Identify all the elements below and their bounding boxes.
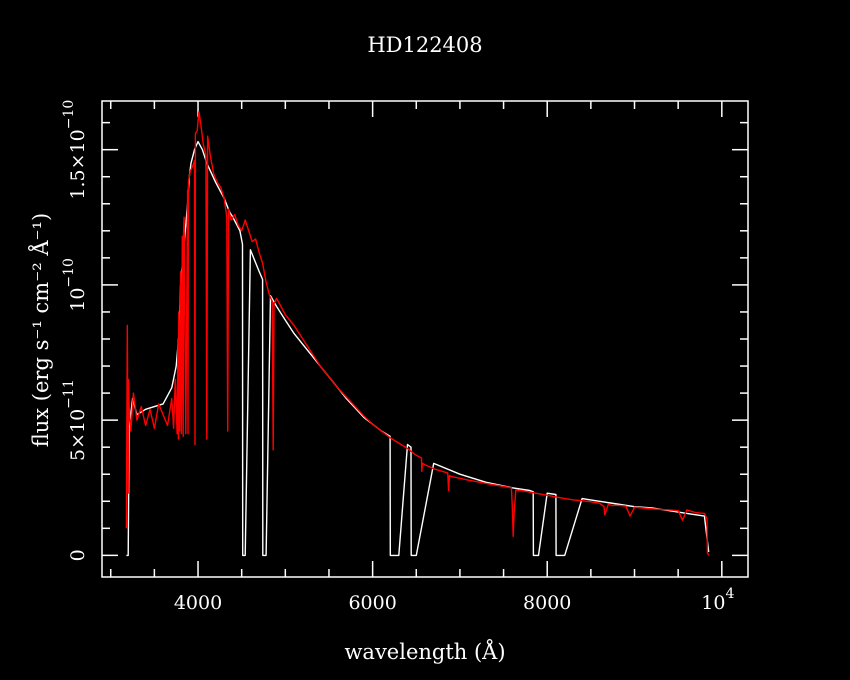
plot-frame — [101, 100, 749, 578]
x-tick-label: 4000 — [174, 592, 222, 614]
chart-title: HD122408 — [367, 33, 482, 57]
x-tick-exponent: 4 — [725, 586, 734, 602]
y-tick-label: 1.5×10−10 — [61, 100, 89, 200]
x-axis: 4000 6000 8000 104 — [109, 101, 734, 614]
x-tick-label: 104 — [701, 586, 734, 614]
y-tick-label: 10−10 — [61, 258, 89, 312]
y-tick-exponent: −10 — [61, 100, 77, 130]
y-axis-label: flux (erg s⁻¹ cm⁻² Å⁻¹) — [28, 213, 53, 448]
y-tick-label: 0 — [67, 549, 89, 561]
x-tick-label: 6000 — [348, 592, 396, 614]
y-tick-exponent: −11 — [61, 379, 77, 409]
y-tick-label: 5×10−11 — [61, 379, 89, 461]
spectrum-series — [125, 111, 710, 557]
y-tick-exponent: −10 — [61, 258, 77, 288]
spectrum-line-white — [126, 140, 710, 557]
x-axis-label: wavelength (Å) — [344, 639, 505, 664]
x-tick-label: 8000 — [523, 592, 571, 614]
spectrum-line-red — [125, 111, 710, 556]
y-axis: 0 5×10−11 10−10 1.5×10−10 — [61, 100, 748, 561]
